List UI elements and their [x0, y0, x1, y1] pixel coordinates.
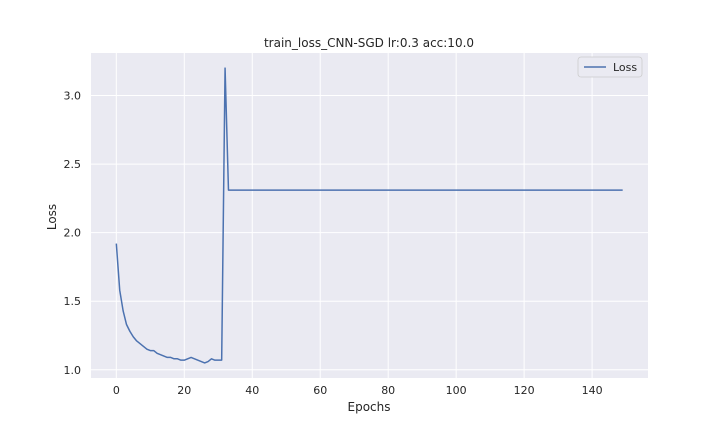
legend-box	[577, 56, 643, 78]
x-tick-label: 140	[582, 384, 603, 397]
y-axis-label: Loss	[45, 204, 59, 230]
x-tick-label: 0	[113, 384, 120, 397]
x-ticks: 0 20 40 60 80 100 120 140	[113, 384, 603, 397]
plot-background	[91, 53, 648, 378]
y-tick-label: 1.5	[64, 295, 82, 308]
x-tick-label: 40	[245, 384, 259, 397]
y-tick-label: 1.0	[64, 364, 82, 377]
series-line-loss	[115, 67, 623, 364]
y-tick-label: 2.0	[64, 227, 82, 240]
x-tick-label: 120	[514, 384, 535, 397]
series-lines	[115, 67, 623, 364]
y-ticks: 1.0 1.5 2.0 2.5 3.0	[64, 90, 82, 377]
chart-title: train_loss_CNN-SGD lr:0.3 acc:10.0	[264, 36, 474, 50]
y-tick-label: 3.0	[64, 90, 82, 103]
x-tick-label: 100	[446, 384, 467, 397]
y-tick-label: 2.5	[64, 158, 82, 171]
grid	[91, 53, 648, 378]
x-tick-label: 60	[313, 384, 327, 397]
legend: Loss	[577, 56, 643, 78]
x-tick-label: 80	[381, 384, 395, 397]
x-axis-label: Epochs	[348, 400, 391, 414]
x-tick-label: 20	[177, 384, 191, 397]
legend-label: Loss	[613, 61, 637, 74]
